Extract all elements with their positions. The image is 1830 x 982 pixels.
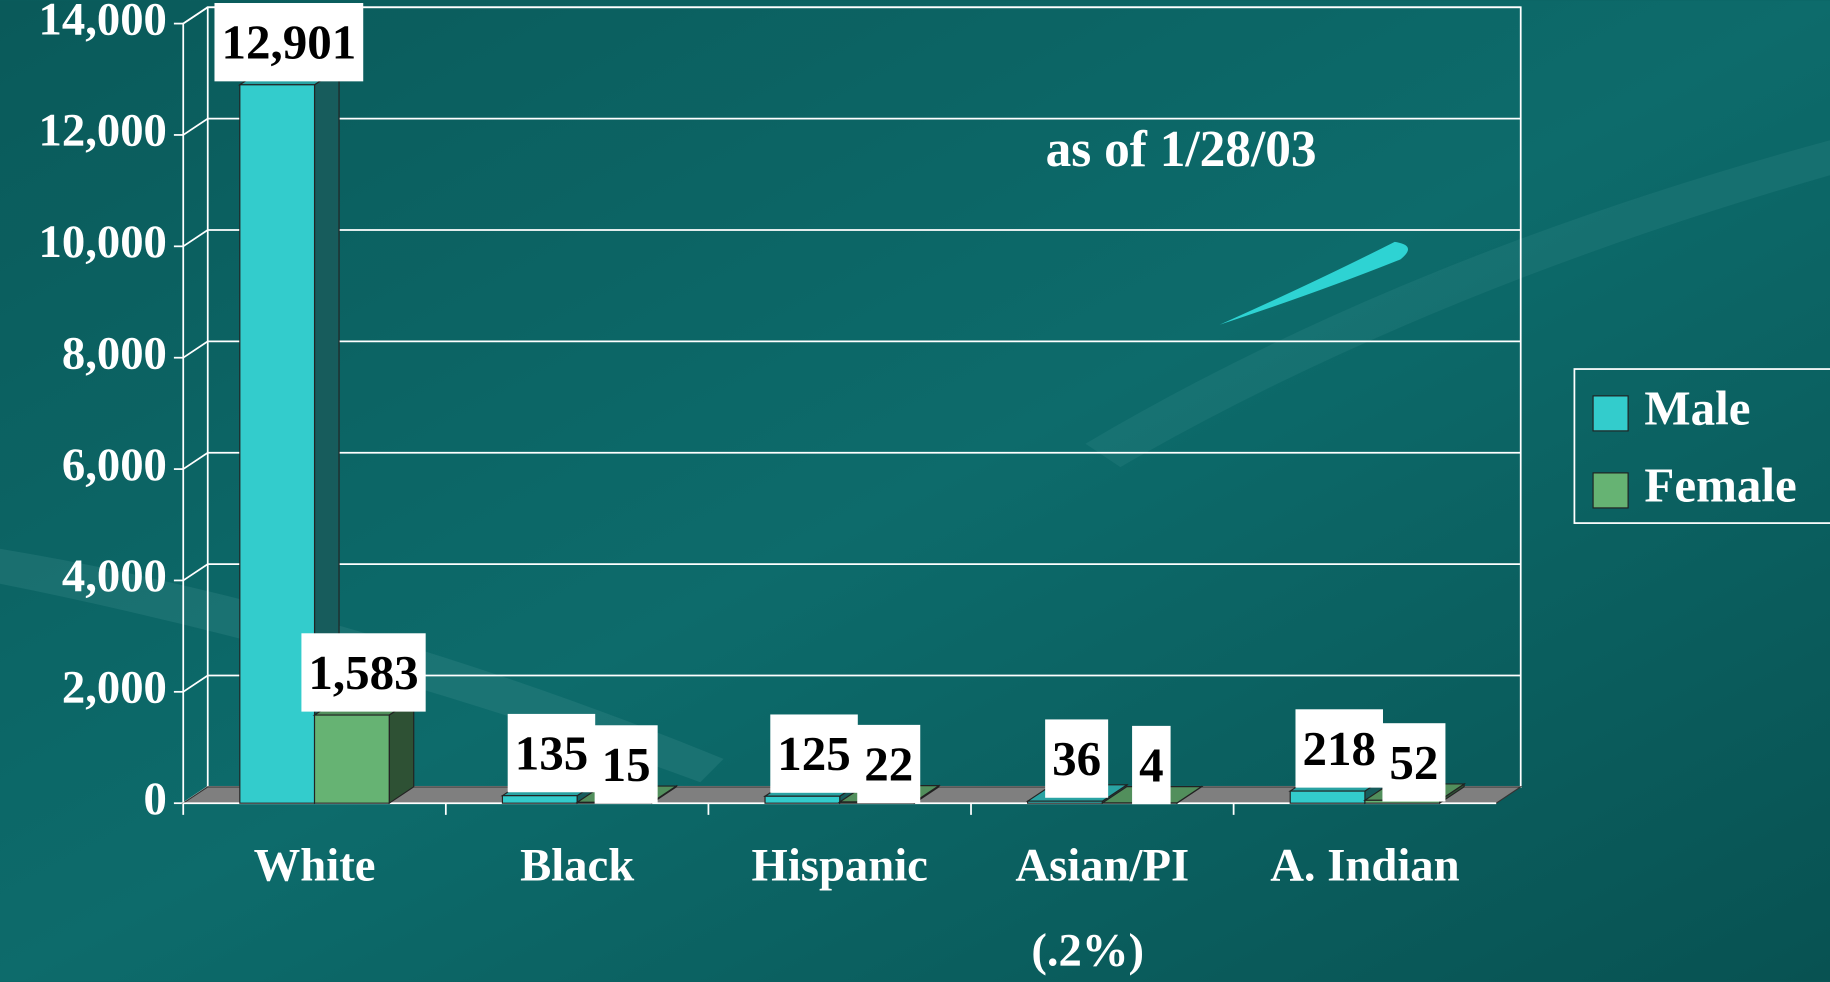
value-label: 52 bbox=[1389, 735, 1438, 790]
value-label-box bbox=[857, 724, 921, 804]
grid-line bbox=[182, 6, 1521, 25]
value-label-box bbox=[214, 3, 364, 82]
legend-swatch bbox=[1592, 395, 1629, 432]
value-label-box bbox=[1295, 709, 1383, 788]
decoration bbox=[1085, 140, 1830, 468]
grid-line bbox=[182, 340, 1521, 359]
value-label: 22 bbox=[864, 737, 913, 792]
grid-line bbox=[182, 674, 1521, 693]
value-label-group: 125 bbox=[770, 714, 858, 793]
legend-box bbox=[1573, 368, 1830, 524]
value-label-box bbox=[1045, 719, 1109, 798]
y-tick-label: 14,000 bbox=[39, 0, 167, 45]
bar bbox=[1027, 800, 1103, 804]
value-label: 125 bbox=[777, 726, 851, 781]
bar bbox=[313, 714, 390, 804]
value-label-group: 4 bbox=[1132, 725, 1171, 805]
y-tick-label: 0 bbox=[144, 773, 167, 825]
grid-line bbox=[182, 451, 1521, 470]
y-tick-label: 2,000 bbox=[62, 662, 167, 714]
bar bbox=[501, 795, 578, 804]
grid-line bbox=[182, 117, 1521, 136]
legend-label: Female bbox=[1644, 458, 1796, 513]
grid-line bbox=[182, 563, 1521, 582]
value-label: 135 bbox=[515, 726, 589, 781]
value-label-box bbox=[301, 633, 426, 712]
value-label-group: 12,901 bbox=[214, 3, 364, 82]
value-label-box bbox=[594, 725, 658, 804]
value-label: 4 bbox=[1139, 738, 1164, 793]
value-label-box bbox=[1132, 725, 1171, 805]
value-label: 15 bbox=[602, 737, 651, 792]
value-label: 12,901 bbox=[221, 15, 356, 70]
y-tick-label: 12,000 bbox=[39, 105, 167, 157]
x-tick-label: Hispanic bbox=[752, 839, 928, 891]
value-label-group: 22 bbox=[857, 724, 921, 804]
value-label: 1,583 bbox=[308, 645, 418, 700]
value-label-box bbox=[770, 714, 858, 793]
value-label-group: 52 bbox=[1382, 723, 1446, 802]
y-tick-label: 4,000 bbox=[62, 550, 167, 602]
value-label-group: 1,583 bbox=[301, 633, 426, 712]
bar-side bbox=[388, 697, 415, 805]
x-tick-label: Asian/PI bbox=[1015, 839, 1189, 891]
value-label-group: 15 bbox=[594, 725, 658, 804]
annotation: as of 1/28/03 bbox=[1046, 121, 1317, 178]
grid-line bbox=[182, 229, 1521, 248]
value-label-group: 36 bbox=[1045, 719, 1109, 798]
x-tick-label: White bbox=[254, 839, 376, 891]
legend-swatch bbox=[1592, 472, 1629, 509]
y-tick-label: 10,000 bbox=[39, 216, 167, 268]
x-tick-label: A. Indian bbox=[1270, 839, 1459, 891]
legend-label: Male bbox=[1644, 381, 1750, 436]
bar bbox=[1289, 790, 1366, 804]
value-label-group: 135 bbox=[507, 713, 596, 793]
bar bbox=[764, 795, 841, 804]
x-tick-label: Black bbox=[520, 839, 634, 891]
decoration bbox=[1219, 241, 1409, 325]
value-label: 218 bbox=[1302, 721, 1376, 776]
value-label-box bbox=[507, 713, 596, 793]
y-tick-label: 6,000 bbox=[62, 439, 167, 491]
annotation: (.2%) bbox=[1031, 925, 1144, 977]
value-label-box bbox=[1382, 723, 1446, 802]
value-label: 36 bbox=[1052, 731, 1101, 786]
value-label-group: 218 bbox=[1295, 709, 1383, 788]
y-tick-label: 8,000 bbox=[62, 327, 167, 379]
